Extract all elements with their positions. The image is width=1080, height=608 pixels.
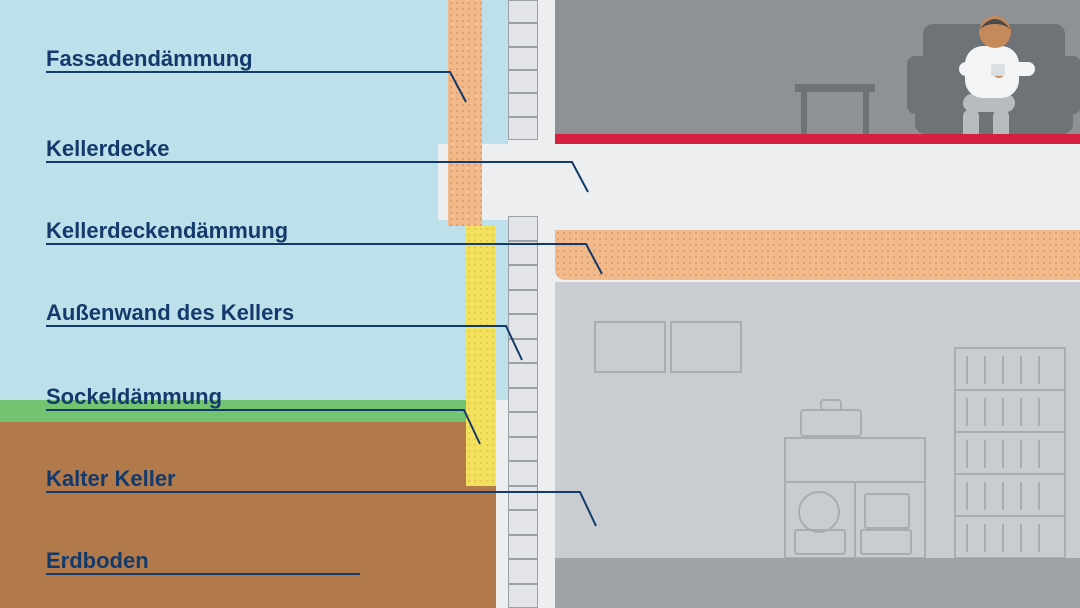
ceiling-insulation bbox=[555, 230, 1080, 280]
wall-block bbox=[508, 388, 538, 413]
bookshelf bbox=[955, 348, 1065, 558]
cup-icon bbox=[991, 64, 1005, 76]
diagram-root: Fassadendämmung Kellerdecke Kellerdeckendä… bbox=[0, 0, 1080, 608]
wall-block bbox=[508, 23, 538, 46]
wall-block bbox=[508, 0, 538, 23]
wall-block bbox=[508, 535, 538, 560]
wall-block bbox=[508, 510, 538, 535]
wall-block bbox=[508, 290, 538, 315]
label-decke: Kellerdecke bbox=[46, 136, 170, 162]
label-erde: Erdboden bbox=[46, 548, 149, 574]
wall-block bbox=[508, 559, 538, 584]
label-kalt: Kalter Keller bbox=[46, 466, 176, 492]
wall-block bbox=[508, 241, 538, 266]
basement-floor bbox=[555, 558, 1080, 608]
label-fassade: Fassadendämmung bbox=[46, 46, 253, 72]
wall-block bbox=[508, 437, 538, 462]
upper-room bbox=[555, 0, 1080, 142]
label-sockel: Sockeldämmung bbox=[46, 384, 222, 410]
wall-block bbox=[508, 47, 538, 70]
wall-block bbox=[508, 339, 538, 364]
wall-block bbox=[508, 314, 538, 339]
wall-upper bbox=[508, 0, 538, 140]
plinth-insulation bbox=[466, 226, 496, 486]
floor-slab bbox=[438, 144, 1080, 220]
wall-block bbox=[508, 93, 538, 116]
label-deckend: Kellerdeckendämmung bbox=[46, 218, 288, 244]
earth bbox=[0, 422, 496, 608]
wall-block bbox=[508, 412, 538, 437]
upper-room-illustration bbox=[555, 0, 1080, 142]
wall-block bbox=[508, 486, 538, 511]
toolbox-icon bbox=[801, 410, 861, 436]
wall-block bbox=[508, 216, 538, 241]
label-aussen: Außenwand des Kellers bbox=[46, 300, 294, 326]
facade-insulation bbox=[448, 0, 482, 226]
wall-block bbox=[508, 363, 538, 388]
wall-block bbox=[508, 70, 538, 93]
wall-block bbox=[508, 461, 538, 486]
wall-block bbox=[508, 117, 538, 140]
wall-lower bbox=[508, 216, 538, 608]
wall-block bbox=[508, 584, 538, 608]
red-floor bbox=[555, 134, 1080, 144]
wall-block bbox=[508, 265, 538, 290]
wall-cabinet bbox=[595, 322, 665, 372]
